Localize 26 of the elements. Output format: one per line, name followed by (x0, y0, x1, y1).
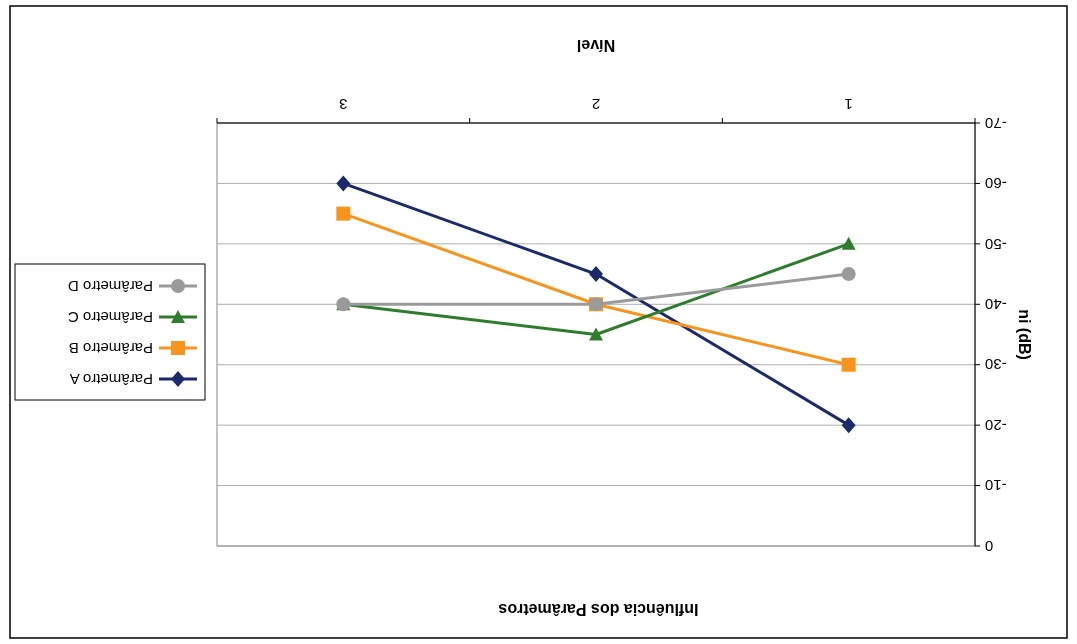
legend-label: Parâmetro C (67, 308, 153, 326)
x-tick-label: 1 (844, 96, 853, 113)
legend-label: Parâmetro D (67, 277, 153, 295)
legend-label: Parâmetro A (69, 370, 153, 388)
legend-label: Parâmetro B (68, 339, 153, 357)
y-tick-label: -60 (985, 175, 1007, 193)
point (841, 267, 856, 282)
point (589, 327, 603, 341)
point (841, 417, 856, 434)
point (589, 266, 603, 283)
y-tick-label: -70 (985, 114, 1007, 132)
x-axis-title: Nível (576, 37, 616, 54)
y-tick-label: -40 (985, 296, 1007, 314)
y-tick-label: 0 (985, 537, 994, 555)
y-tick-label: -30 (985, 356, 1007, 374)
point (336, 175, 351, 192)
text: Influência dos Parâmetros (498, 601, 699, 618)
x-tick-label: 3 (339, 96, 348, 113)
point (841, 236, 856, 250)
point (336, 206, 351, 221)
y-axis-title: ni (dB) (1016, 309, 1033, 360)
x-tick-label: 2 (591, 96, 601, 113)
point (841, 357, 856, 372)
y-tick-label: -50 (985, 235, 1007, 253)
y-tick-label: -20 (985, 416, 1007, 434)
y-tick-label: -10 (985, 477, 1007, 495)
